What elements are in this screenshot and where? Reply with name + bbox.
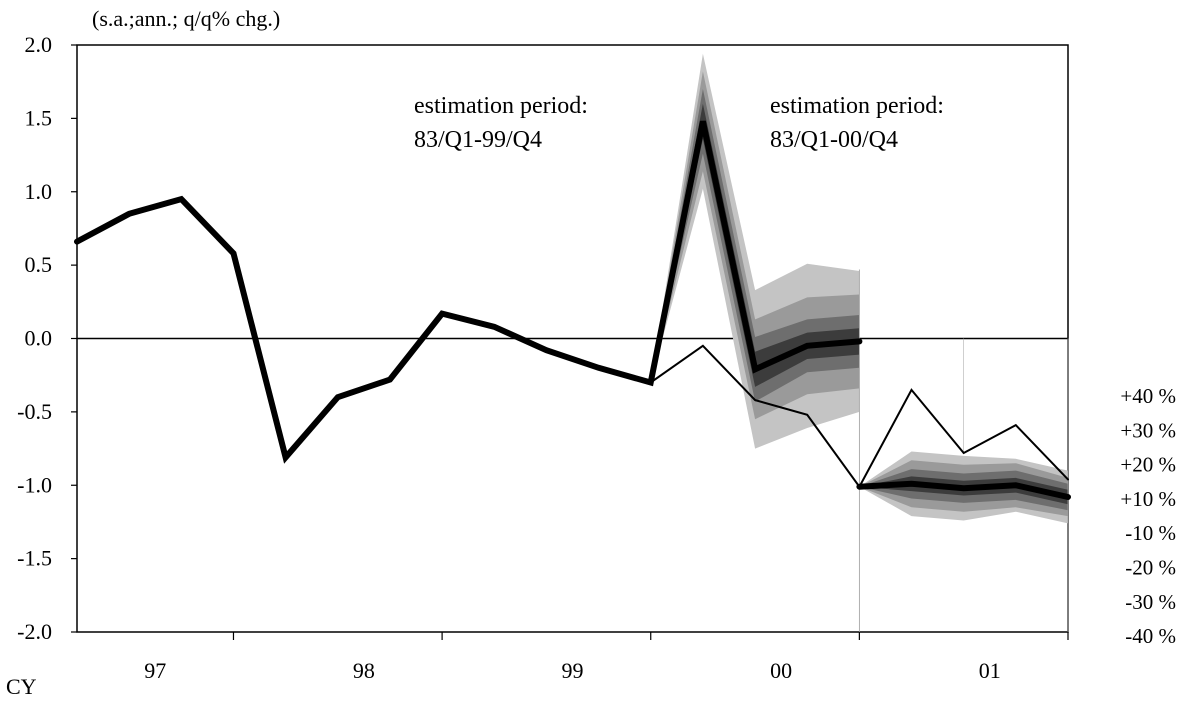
- series-line-3: [856, 480, 1071, 500]
- x-category-label: 98: [353, 658, 375, 683]
- percentile-label: -30 %: [1125, 590, 1176, 614]
- y-tick-label: -1.0: [17, 472, 52, 497]
- x-category-label: 97: [144, 658, 166, 683]
- x-category-label: 99: [562, 658, 584, 683]
- y-tick-label: -1.5: [17, 546, 52, 571]
- y-tick-label: 0.0: [25, 326, 53, 351]
- y-tick-label: 1.0: [25, 179, 53, 204]
- x-axis-prefix-label: CY: [6, 674, 37, 699]
- percentile-label: +40 %: [1120, 384, 1176, 408]
- percentile-label: +10 %: [1120, 487, 1176, 511]
- y-tick-label: 0.5: [25, 252, 53, 277]
- unit-label: (s.a.;ann.; q/q% chg.): [92, 6, 280, 31]
- percentile-label: +30 %: [1120, 418, 1176, 442]
- estimation-period-annotation: 83/Q1-99/Q4: [414, 127, 542, 153]
- estimation-period-annotation: estimation period:: [770, 93, 944, 119]
- percentile-label: -10 %: [1125, 521, 1176, 545]
- y-tick-label: 2.0: [25, 32, 53, 57]
- y-tick-label: -2.0: [17, 619, 52, 644]
- x-category-label: 01: [979, 658, 1001, 683]
- x-category-label: 00: [770, 658, 792, 683]
- fan-band-1-level-2: [650, 89, 860, 402]
- percentile-label: -20 %: [1125, 556, 1176, 580]
- series-line-1: [74, 120, 863, 464]
- estimation-period-annotation: estimation period:: [414, 93, 588, 119]
- estimation-period-annotation: 83/Q1-00/Q4: [770, 127, 898, 153]
- percentile-label: +20 %: [1120, 453, 1176, 477]
- y-tick-label: -0.5: [17, 399, 52, 424]
- y-tick-label: 1.5: [25, 105, 53, 130]
- percentile-label: -40 %: [1125, 624, 1176, 648]
